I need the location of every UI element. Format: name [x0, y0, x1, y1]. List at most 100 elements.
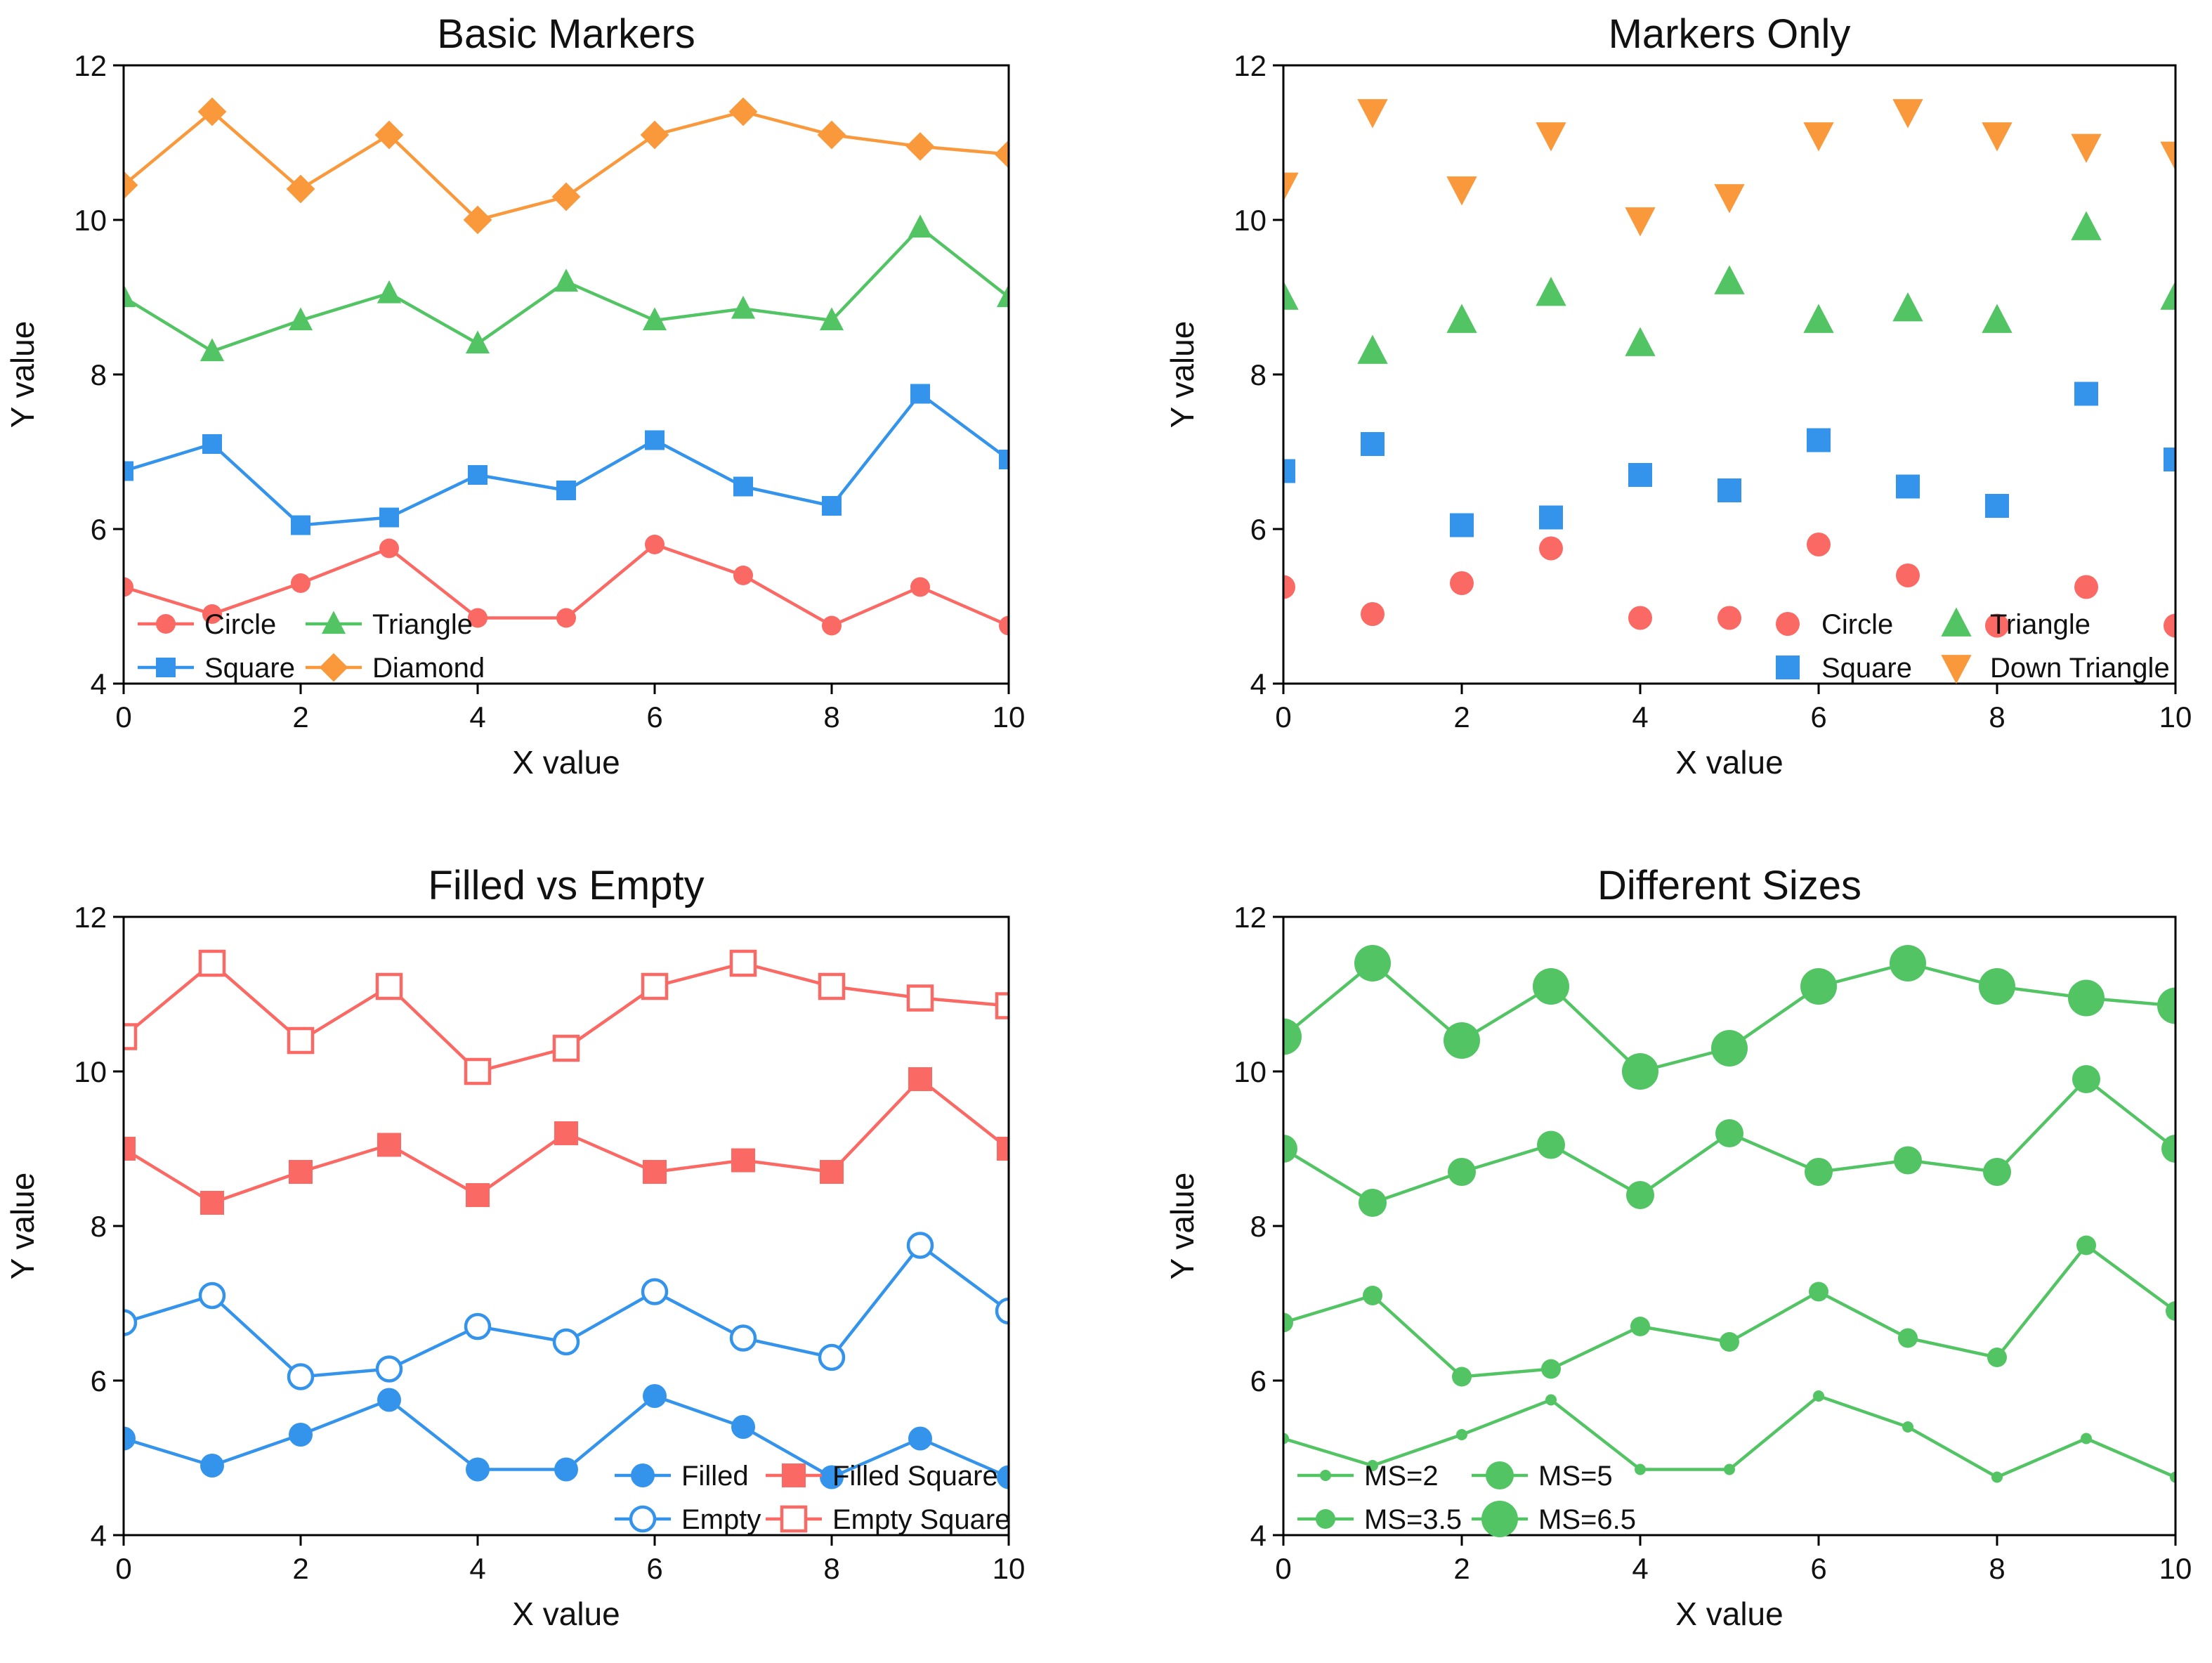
x-tick-label: 2	[1453, 700, 1470, 733]
x-tick-label: 6	[646, 700, 662, 733]
data-point-marker	[375, 1355, 403, 1383]
legend-label: Empty	[681, 1504, 761, 1535]
data-point-marker	[2068, 979, 2105, 1017]
data-point-marker	[468, 465, 487, 485]
x-tick-label: 6	[1810, 700, 1826, 733]
data-point-marker	[822, 615, 842, 636]
data-point-marker	[820, 1160, 844, 1184]
data-point-marker	[1711, 1030, 1748, 1067]
data-point-marker	[818, 972, 846, 1000]
data-point-marker	[1813, 1390, 1824, 1402]
data-point-marker	[997, 1465, 1009, 1489]
data-point-marker	[1982, 122, 2013, 152]
y-tick-label: 10	[74, 1055, 107, 1088]
data-point-marker	[2157, 987, 2175, 1024]
data-point-marker	[463, 205, 492, 235]
series-layer	[1283, 99, 2175, 638]
axes-box	[1282, 64, 2177, 685]
data-point-marker	[1805, 1158, 1833, 1186]
x-tick-label: 10	[993, 700, 1026, 733]
data-point-marker	[2071, 133, 2102, 164]
data-point-marker	[1987, 1348, 2007, 1367]
data-point-marker	[910, 384, 930, 404]
x-tick-label: 8	[823, 1552, 839, 1585]
data-point-marker	[1283, 280, 1299, 310]
data-point-marker	[1715, 1119, 1743, 1147]
legend-entry-ms-6-5: MS=6.5	[1472, 1501, 1636, 1537]
data-point-marker	[1450, 513, 1474, 537]
data-point-marker	[198, 949, 226, 977]
data-point-marker	[908, 214, 933, 238]
data-point-marker	[200, 1191, 224, 1215]
data-point-marker	[554, 1457, 578, 1482]
y-tick-label: 8	[91, 1210, 107, 1243]
data-point-marker	[1985, 494, 2009, 518]
data-point-marker	[1896, 563, 1920, 587]
data-point-marker	[999, 615, 1009, 636]
data-point-marker	[124, 1426, 136, 1451]
data-point-marker	[908, 1067, 932, 1091]
data-point-marker	[820, 1465, 844, 1489]
chart-title: Different Sizes	[1597, 863, 1861, 908]
subplot-basic-markers: 0 2 4 6 8 10 4 6 8 10 12 Basic Markers X value Y valu…	[4, 11, 1025, 781]
y-axis: 4 6 8 10 12	[1233, 901, 1283, 1552]
data-point-marker	[379, 507, 399, 528]
data-point-marker	[997, 1137, 1009, 1161]
y-tick-label: 8	[1250, 1210, 1267, 1243]
x-tick-label: 0	[1275, 700, 1291, 733]
data-point-marker	[1537, 1130, 1565, 1159]
y-tick-label: 12	[1233, 901, 1267, 934]
legend-marker	[780, 1505, 808, 1533]
data-point-marker	[552, 1328, 580, 1356]
data-point-marker	[1363, 1286, 1382, 1305]
series-empty	[124, 1232, 1009, 1390]
x-tick-label: 10	[2159, 1552, 2192, 1585]
data-point-marker	[1896, 474, 1920, 499]
data-point-marker	[2160, 280, 2175, 310]
data-point-marker	[1444, 1022, 1480, 1059]
data-point-marker	[2161, 1135, 2175, 1163]
data-point-marker	[818, 1343, 846, 1371]
legend: Circle Square Triangle Diamond	[138, 609, 485, 684]
x-tick-label: 10	[2159, 700, 2192, 733]
subplot-different-sizes: 0 2 4 6 8 10 4 6 8 10 12 Different Sizes X value Y va…	[1164, 863, 2192, 1632]
x-tick-label: 2	[292, 1552, 308, 1585]
x-tick-label: 8	[1989, 700, 2005, 733]
data-point-marker	[200, 1454, 224, 1478]
y-tick-label: 8	[1250, 358, 1267, 391]
data-point-marker	[2074, 381, 2098, 406]
legend-entry-diamond: Diamond	[306, 653, 485, 684]
legend-entry-ms-2: MS=2	[1297, 1461, 1439, 1492]
series-line	[124, 1244, 1009, 1378]
legend-entry-ms-3-5: MS=3.5	[1297, 1504, 1462, 1535]
data-point-marker	[377, 1133, 401, 1157]
y-axis: 4 6 8 10 12	[74, 49, 124, 700]
data-point-marker	[1446, 304, 1477, 333]
data-point-marker	[822, 496, 842, 516]
data-point-marker	[640, 120, 669, 150]
legend-label: Down Triangle	[1990, 653, 2170, 684]
data-point-marker	[1625, 207, 1656, 237]
data-point-marker	[1354, 945, 1391, 982]
legend-label: Circle	[204, 609, 276, 640]
data-point-marker	[1800, 968, 1837, 1005]
data-point-marker	[645, 430, 665, 450]
data-point-marker	[554, 1121, 578, 1145]
data-point-marker	[287, 1026, 315, 1055]
axes-box	[122, 915, 1010, 1537]
data-point-marker	[1991, 1471, 2003, 1483]
data-point-marker	[124, 577, 133, 597]
series-square	[1283, 381, 2175, 537]
y-tick-label: 6	[91, 513, 107, 546]
data-point-marker	[910, 577, 930, 597]
data-point-marker	[1890, 945, 1926, 982]
data-point-marker	[995, 992, 1009, 1019]
data-point-marker	[731, 295, 756, 319]
legend-entry-circle: Circle	[138, 609, 276, 640]
data-point-marker	[1985, 613, 2009, 638]
y-tick-label: 6	[1250, 513, 1267, 546]
legend-marker	[782, 1463, 806, 1487]
data-point-marker	[375, 972, 403, 1000]
y-axis-label: Y value	[1164, 1173, 1200, 1280]
data-point-marker	[1803, 122, 1834, 152]
